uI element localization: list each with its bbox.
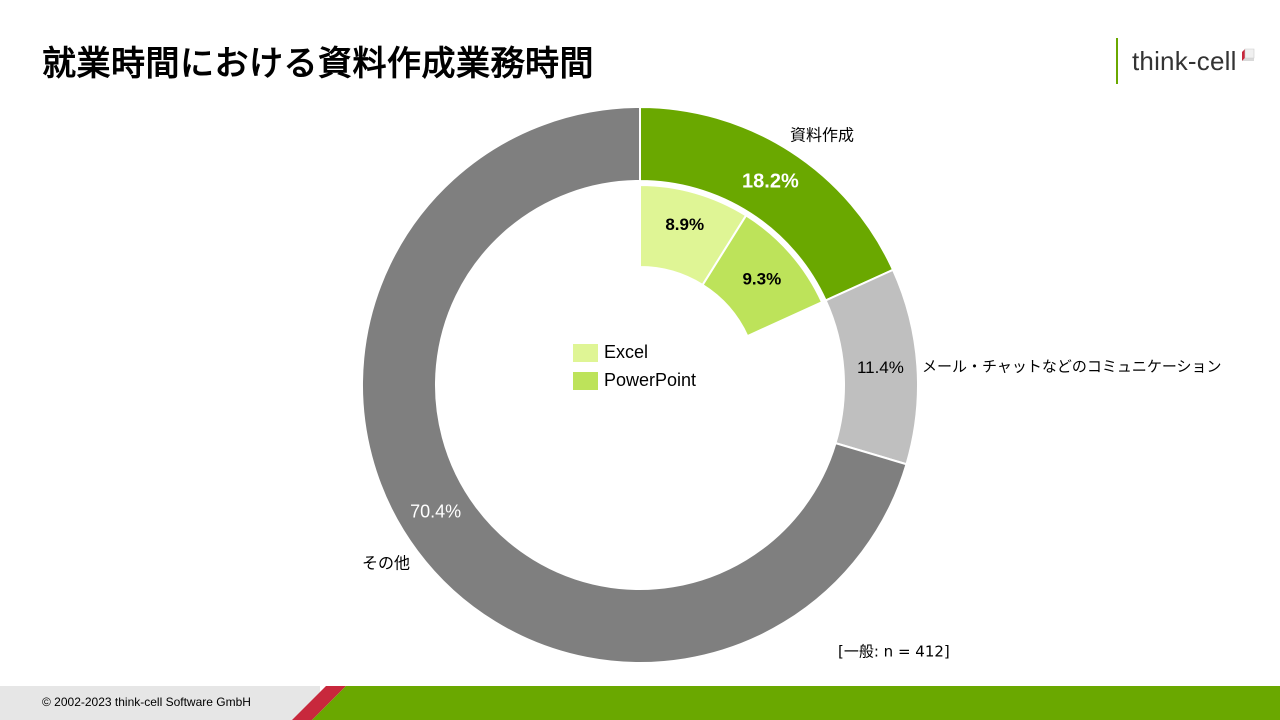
logo-text: think-cell [1132, 45, 1237, 76]
footer-stripe [292, 686, 1280, 720]
logo-mark-icon [1241, 48, 1254, 61]
value-label-communication: 11.4% [857, 358, 904, 377]
legend-label-powerpoint: PowerPoint [604, 370, 696, 390]
sample-note: [一般: n = 412] [838, 643, 950, 661]
legend-swatch-powerpoint [573, 372, 598, 390]
donut-chart: 18.2% 11.4% 70.4% 8.9% 9.3% 資料作成メール・チャットなどのコミ… [361, 105, 1222, 664]
slice-other [361, 105, 908, 664]
legend-swatch-excel [573, 344, 598, 362]
footer-green-band [312, 686, 1280, 720]
footer-red-stripe [292, 686, 346, 720]
page-title: 就業時間における資料作成業務時間 [42, 44, 594, 84]
think-cell-logo: think-cell [1116, 38, 1256, 84]
footer-copyright: © 2002-2023 think-cell Software GmbH [42, 695, 251, 709]
footer: © 2002-2023 think-cell Software GmbH [0, 686, 1280, 720]
category-label-communication: メール・チャットなどのコミュニケーション [922, 358, 1222, 376]
slice-powerpoint [701, 214, 824, 338]
value-label-powerpoint: 9.3% [742, 270, 781, 289]
category-label-other: その他 [362, 554, 410, 573]
value-label-excel: 8.9% [665, 215, 704, 234]
value-label-other: 70.4% [410, 501, 461, 521]
legend-label-excel: Excel [604, 342, 648, 362]
footer-gray-band [0, 686, 320, 720]
value-label-shiryo-sakusei: 18.2% [742, 171, 799, 193]
category-label-shiryo-sakusei: 資料作成 [790, 126, 854, 145]
